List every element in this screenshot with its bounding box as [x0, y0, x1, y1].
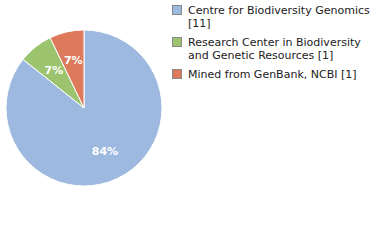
html-text:Research Center in Biodiversit: Research Center in Biodiversity and Gene…: [188, 36, 361, 62]
svg-text:7%: 7%: [45, 64, 64, 77]
html-text:Mined from GenBank, NCBI [1]: Mined from GenBank, NCBI [1]: [188, 68, 357, 81]
html-text:Centre for Biodiversity Genomi: Centre for Biodiversity Genomics [11]: [188, 4, 370, 30]
svg-text:7%: 7%: [64, 54, 83, 67]
svg-text:84%: 84%: [92, 145, 118, 158]
